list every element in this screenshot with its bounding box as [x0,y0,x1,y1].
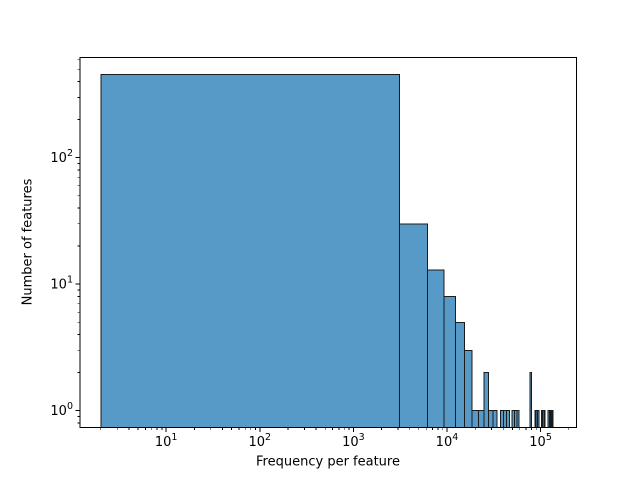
histogram-bar [477,410,485,429]
x-tick-label: 103 [342,432,365,450]
x-axis-label: Frequency per feature [256,454,400,470]
histogram-bar [427,269,445,428]
histogram-bar [398,223,428,428]
histogram-bar [483,372,490,428]
histogram-bar [506,410,510,429]
histogram-bar [537,410,540,429]
histogram-bar [464,349,473,429]
x-tick-label: 102 [248,432,271,450]
histogram-bar [543,410,546,429]
histogram-bar [551,410,554,429]
axes-frame [79,57,577,428]
y-axis-label: Number of features [20,178,36,306]
histogram-bar [100,73,400,428]
y-tick-label: 100 [50,401,73,419]
x-tick-label: 101 [155,432,178,450]
histogram-bar [492,410,498,429]
histogram-bar [529,372,533,428]
histogram-bar [516,410,520,429]
histogram-bar [443,295,457,429]
x-tick-label: 105 [529,432,552,450]
histogram-bar [488,410,494,429]
histogram-bar [549,410,552,429]
histogram-bar [455,321,466,429]
y-tick-label: 101 [50,275,73,293]
x-tick-label: 104 [436,432,459,450]
y-tick-label: 102 [50,148,73,166]
histogram-bar [471,410,479,429]
